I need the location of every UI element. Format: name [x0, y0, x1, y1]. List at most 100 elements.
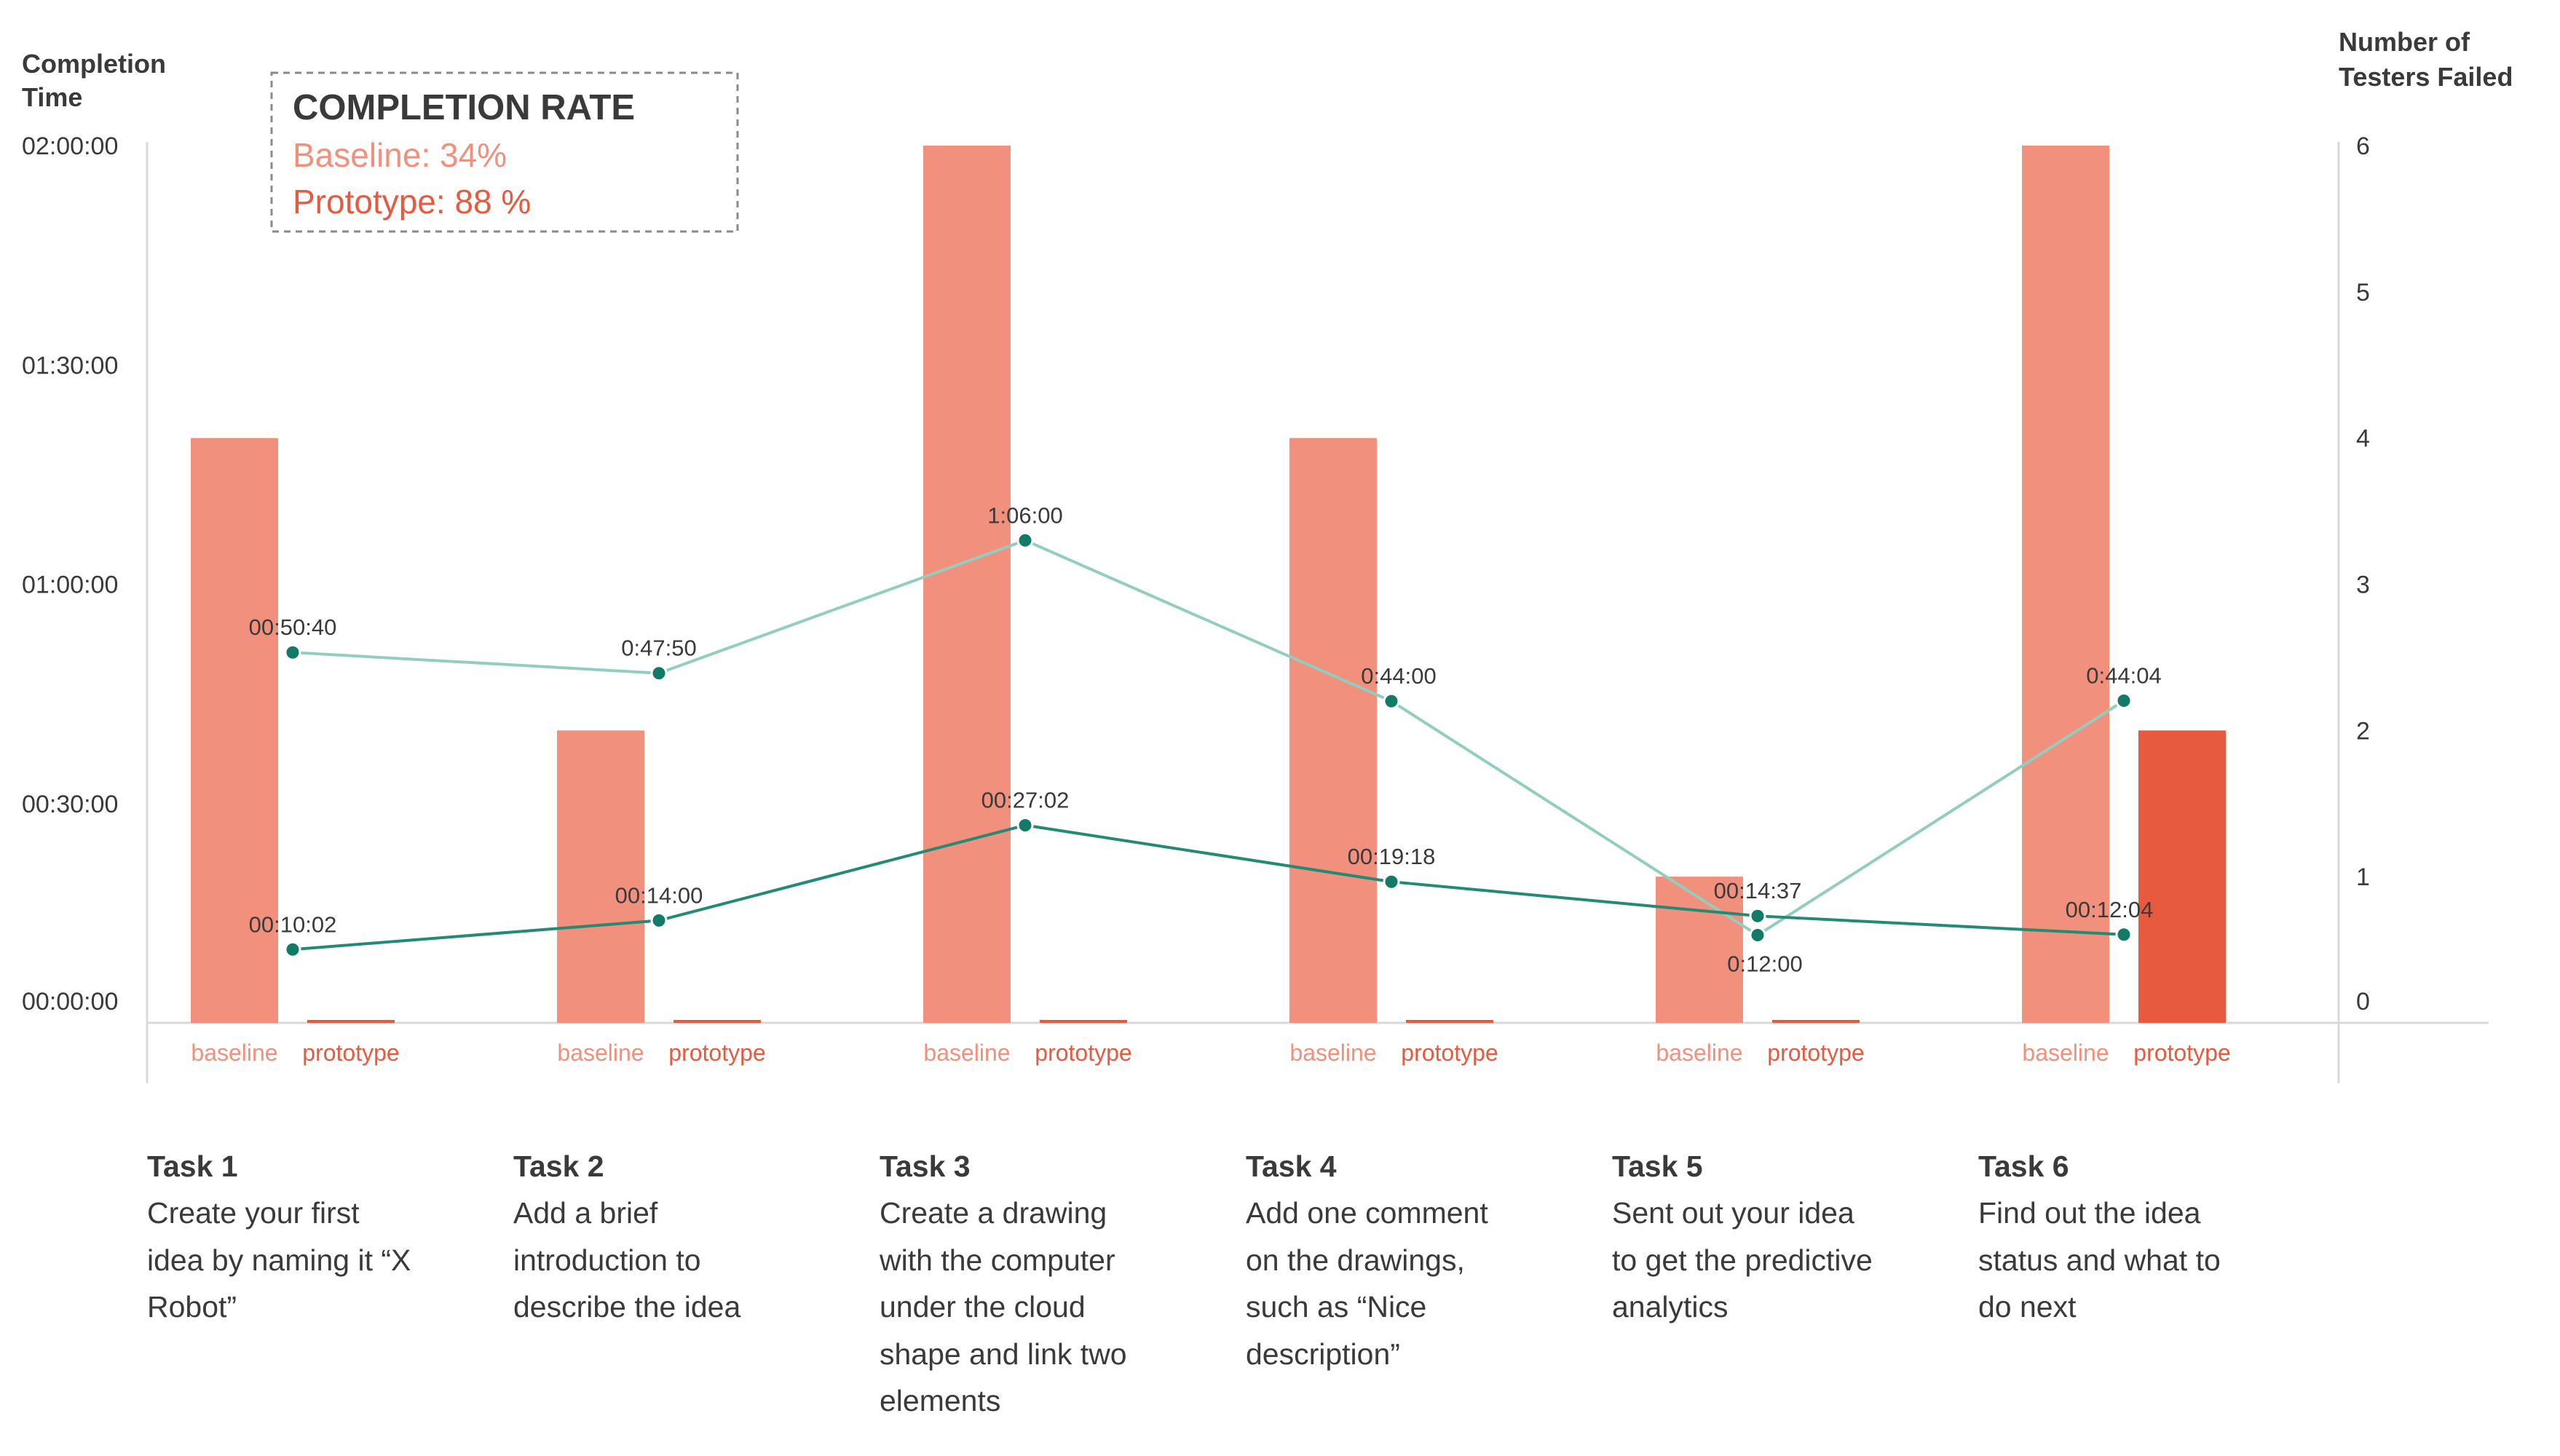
task-title: Task 4: [1246, 1150, 1337, 1183]
bar-label-baseline: baseline: [2022, 1040, 2109, 1066]
task-description-line: introduction to: [513, 1243, 701, 1277]
task-description-line: elements: [880, 1384, 1001, 1417]
right-tick-label: 5: [2356, 279, 2370, 306]
left-tick-label: 02:00:00: [22, 132, 118, 160]
line-prototype-time: [292, 823, 2125, 951]
task-block: Task 6 Find out the idea status and what t…: [1978, 1143, 2284, 1331]
point-label-prototype-time: 00:10:02: [249, 911, 337, 937]
task-title: Task 2: [513, 1150, 604, 1183]
task-title: Task 1: [147, 1150, 238, 1183]
legend-box: [270, 71, 739, 233]
bar-label-baseline: baseline: [191, 1040, 277, 1066]
task-description-line: shape and link two: [880, 1337, 1127, 1371]
point-label-baseline-time: 1:06:00: [987, 502, 1062, 528]
task-description-line: with the computer: [880, 1243, 1115, 1277]
bar-prototype: [673, 1020, 761, 1023]
task-title: Task 6: [1978, 1150, 2069, 1183]
point-baseline-time: [1749, 927, 1766, 943]
task-description-line: Create a drawing: [880, 1196, 1107, 1230]
line-baseline-time: [292, 539, 2125, 937]
point-baseline-time: [1383, 692, 1400, 710]
task-description: Add one comment on the drawings, such as “…: [1246, 1190, 1552, 1377]
point-label-baseline-time: 00:50:40: [249, 614, 337, 640]
point-prototype-time: [1016, 817, 1034, 834]
chart: Completion Time Number of Testers Failed…: [22, 27, 2513, 1083]
bar-label-prototype: prototype: [302, 1040, 399, 1066]
point-label-prototype-time: 00:12:04: [2066, 897, 2154, 922]
point-prototype-time: [2115, 926, 2133, 943]
bar-baseline: [2022, 146, 2109, 1023]
task-title: Task 5: [1612, 1150, 1703, 1183]
task-description-line: such as “Nice: [1246, 1290, 1427, 1324]
legend-prototype: Prototype: 88 %: [293, 183, 531, 221]
task-description-line: analytics: [1612, 1290, 1729, 1324]
legend-title: COMPLETION RATE: [293, 88, 635, 127]
task-descriptions: Task 1 Create your first idea by naming it…: [0, 1143, 2560, 1456]
point-baseline-time: [1016, 531, 1034, 549]
task-description-line: Add a brief: [513, 1196, 658, 1230]
bar-label-baseline: baseline: [1289, 1040, 1376, 1066]
task-block: Task 4 Add one comment on the drawings, suc…: [1246, 1143, 1552, 1377]
bar-label-baseline: baseline: [557, 1040, 644, 1066]
bar-label-prototype: prototype: [1401, 1040, 1498, 1066]
point-prototype-time: [1749, 907, 1766, 925]
task-description: Add a brief introduction to describe the i…: [513, 1190, 819, 1331]
left-axis-title-line2: Time: [22, 82, 82, 112]
task-description: Find out the idea status and what to do ne…: [1978, 1190, 2284, 1331]
point-prototype-time: [650, 911, 668, 929]
task-description-line: do next: [1978, 1290, 2077, 1324]
left-axis-title-line1: Completion: [22, 49, 166, 79]
task-description-line: Sent out your idea: [1612, 1196, 1854, 1230]
right-tick-label: 2: [2356, 717, 2370, 745]
bar-label-baseline: baseline: [923, 1040, 1010, 1066]
task-description-line: description”: [1246, 1337, 1400, 1371]
task-block: Task 1 Create your first idea by naming it…: [147, 1143, 453, 1331]
bar-baseline: [1656, 877, 1743, 1023]
left-tick-label: 01:30:00: [22, 352, 118, 379]
task-description-line: status and what to: [1978, 1243, 2221, 1277]
task-block: Task 3 Create a drawing with the computer u…: [880, 1143, 1185, 1425]
task-block: Task 2 Add a brief introduction to describe…: [513, 1143, 819, 1331]
bar-baseline: [191, 438, 278, 1023]
point-prototype-time: [1383, 873, 1400, 890]
right-tick-label: 3: [2356, 571, 2370, 599]
task-description: Create a drawing with the computer under t…: [880, 1190, 1185, 1425]
task-description: Create your first idea by naming it “X Rob…: [147, 1190, 453, 1331]
task-description-line: under the cloud: [880, 1290, 1086, 1324]
task-description-line: on the drawings,: [1246, 1243, 1465, 1277]
task-description-line: Robot”: [147, 1290, 237, 1324]
right-tick-label: 4: [2356, 425, 2370, 453]
right-axis-title-line1: Number of: [2339, 27, 2470, 57]
right-axis-title-line2: Testers Failed: [2339, 62, 2513, 92]
point-label-prototype-time: 00:14:37: [1714, 878, 1802, 903]
bar-prototype: [1406, 1020, 1493, 1023]
task-description-line: to get the predictive: [1612, 1243, 1873, 1277]
bar-prototype: [2138, 730, 2226, 1023]
bar-baseline: [557, 730, 644, 1023]
point-baseline-time: [650, 665, 668, 682]
bar-label-prototype: prototype: [2133, 1040, 2230, 1066]
point-label-prototype-time: 00:19:18: [1348, 844, 1436, 869]
point-label-baseline-time: 0:12:00: [1727, 951, 1802, 977]
bar-label-baseline: baseline: [1656, 1040, 1742, 1066]
task-block: Task 5 Sent out your idea to get the predi…: [1612, 1143, 1918, 1331]
legend-baseline: Baseline: 34%: [293, 136, 507, 174]
bar-prototype: [307, 1020, 395, 1023]
point-prototype-time: [284, 941, 301, 958]
point-label-baseline-time: 0:44:04: [2086, 662, 2161, 688]
point-baseline-time: [284, 644, 301, 661]
bar-label-prototype: prototype: [1767, 1040, 1864, 1066]
bar-label-prototype: prototype: [668, 1040, 765, 1066]
bar-baseline: [1289, 438, 1377, 1023]
task-description: Sent out your idea to get the predictive a…: [1612, 1190, 1918, 1331]
bar-label-prototype: prototype: [1035, 1040, 1131, 1066]
bar-prototype: [1040, 1020, 1127, 1023]
point-label-prototype-time: 00:14:00: [615, 882, 703, 908]
bar-baseline: [923, 146, 1011, 1023]
bar-prototype: [1772, 1020, 1860, 1023]
point-label-prototype-time: 00:27:02: [981, 788, 1070, 813]
right-tick-label: 6: [2356, 132, 2370, 160]
point-label-baseline-time: 0:47:50: [621, 636, 696, 661]
point-label-baseline-time: 0:44:00: [1361, 663, 1436, 689]
right-tick-label: 1: [2356, 863, 2370, 891]
